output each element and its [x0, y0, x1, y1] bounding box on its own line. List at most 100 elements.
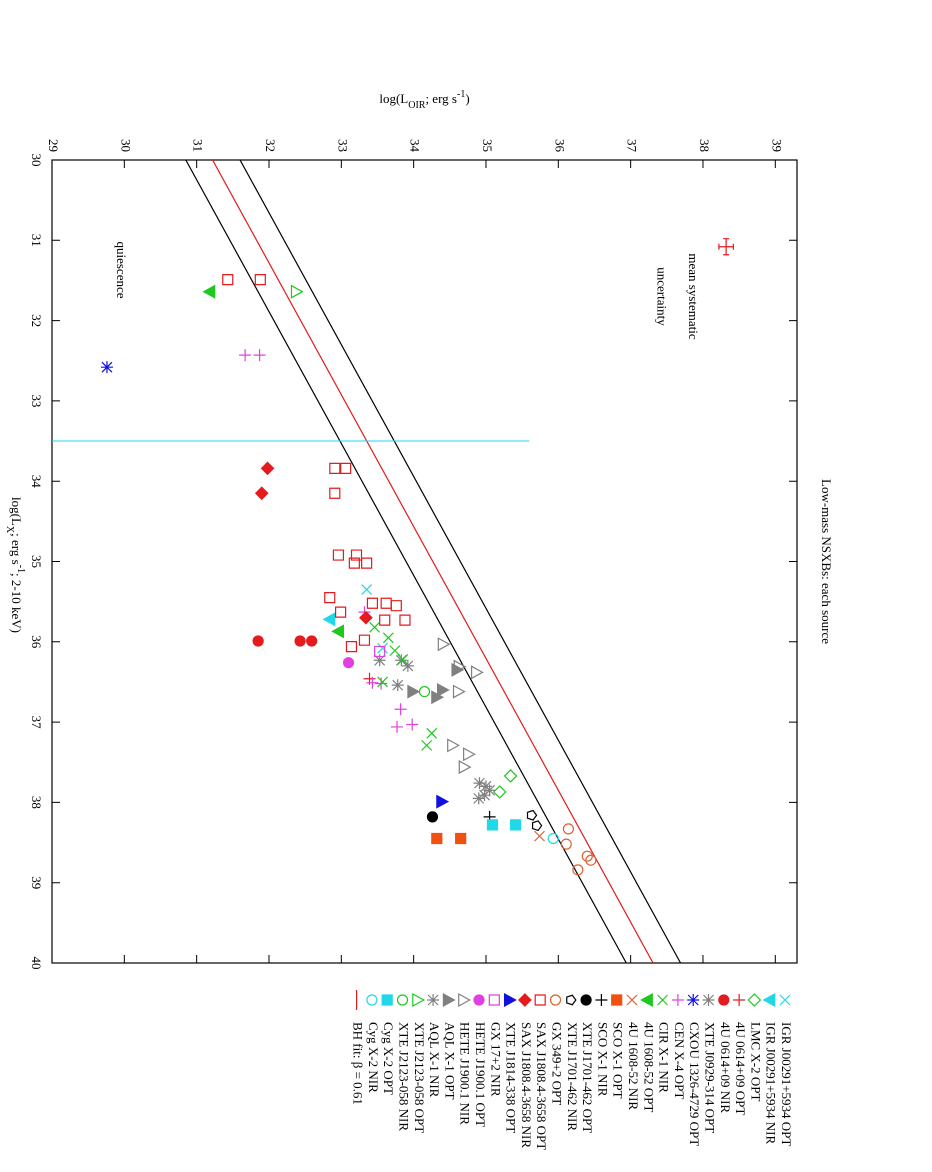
data-point [366, 597, 379, 609]
y-tick-label: 36 [552, 139, 567, 153]
data-point [379, 614, 391, 626]
x-tick-label: 31 [29, 234, 44, 247]
legend-label: LMC X-2 OPT [748, 1022, 763, 1102]
data-point [253, 349, 266, 362]
legend-symbol [396, 994, 409, 1006]
data-point [472, 792, 485, 805]
label-part: -1 [15, 565, 26, 573]
data-point [373, 654, 386, 667]
legend-symbol [779, 994, 791, 1006]
label-part: log(L [379, 91, 408, 106]
legend-label: XTE J0929-314 OPT [703, 1022, 718, 1133]
legend-label: AQL X-1 NIR [427, 1022, 442, 1098]
data-point [380, 597, 392, 609]
data-point [452, 684, 466, 699]
legend-symbol [747, 993, 762, 1007]
legend-label: AQL X-1 OPT [442, 1022, 457, 1100]
data-point [391, 720, 404, 733]
legend-symbol [640, 992, 653, 1008]
y-tick-label: 34 [408, 139, 423, 153]
data-point [222, 274, 234, 286]
data-point [239, 349, 252, 362]
data-point [531, 820, 543, 832]
data-point [329, 462, 341, 474]
legend-symbol [718, 994, 730, 1006]
x-tick-label: 33 [29, 394, 44, 407]
legend-label: GX 349+2 OPT [550, 1022, 565, 1105]
data-point [306, 635, 318, 647]
data-point [382, 632, 394, 644]
legend-label: XTE J2123-058 OPT [412, 1022, 427, 1133]
data-point [369, 621, 381, 633]
data-point [455, 832, 467, 845]
data-point [526, 809, 538, 821]
x-tick-label: 36 [29, 635, 44, 649]
legend-label: 4U 0614+09 OPT [733, 1022, 748, 1115]
plot-frame [51, 159, 798, 964]
data-point [340, 462, 352, 474]
data-point [334, 606, 347, 618]
legend-label: SCO X-1 OPT [611, 1022, 626, 1099]
y-tick-label: 32 [263, 139, 278, 152]
legend-label: SAX J1808.4-3658 OPT [534, 1022, 549, 1150]
legend-label: CXOU 1326-4729 OPT [687, 1022, 702, 1146]
legend-label: XTE J1814-338 OPT [504, 1022, 519, 1133]
data-point [418, 685, 431, 698]
data-point [585, 854, 597, 866]
data-point [366, 676, 379, 689]
data-point [377, 642, 388, 654]
y-tick-label: 29 [46, 139, 61, 152]
legend-symbol [381, 994, 393, 1006]
legend-label: IGR J00291+5934 NIR [764, 1022, 779, 1144]
annotation: quiescence [114, 241, 129, 298]
data-point [100, 361, 113, 374]
legend-label: HETE J1900.1 OPT [473, 1022, 488, 1127]
chart-title: Low-mass NSXBs: each source [819, 479, 834, 644]
legend-symbol [366, 994, 378, 1006]
legend-label: XTE J1701-462 OPT [580, 1022, 595, 1133]
legend-symbol [687, 994, 700, 1006]
x-tick-label: 35 [29, 555, 44, 568]
annotation: uncertainty [654, 267, 669, 326]
legend-symbol [657, 994, 669, 1006]
label-part: ; erg s [425, 91, 457, 106]
x-tick-label: 34 [29, 475, 44, 489]
legend-symbol [442, 992, 456, 1008]
data-point [361, 557, 373, 569]
data-point [436, 682, 450, 697]
data-point [329, 487, 341, 499]
data-point [389, 645, 401, 657]
x-tick-label: 37 [29, 716, 44, 730]
label-part: ; erg s [9, 533, 24, 565]
fit-line [185, 160, 627, 963]
data-point [479, 780, 492, 793]
data-point [345, 641, 358, 653]
data-point [260, 461, 275, 476]
legend-symbol [762, 992, 776, 1008]
legend-label: 4U 0614+09 NIR [718, 1022, 733, 1113]
legend-symbol [566, 994, 577, 1006]
y-tick-label: 39 [769, 139, 784, 152]
data-point [421, 739, 433, 751]
data-point [359, 610, 373, 625]
legend-symbol [473, 994, 485, 1006]
data-point [534, 830, 545, 842]
legend-symbol [518, 993, 532, 1007]
legend-symbol [611, 994, 623, 1006]
legend-label: XTE J2123-058 NIR [397, 1022, 412, 1131]
data-point [426, 727, 438, 739]
data-point [254, 486, 269, 501]
data-point [437, 637, 451, 652]
data-point [572, 864, 584, 876]
data-point [358, 634, 371, 646]
data-point [447, 738, 460, 753]
legend-symbol [626, 994, 638, 1006]
legend-label: 4U 1608-52 NIR [626, 1022, 641, 1110]
data-point [401, 659, 414, 672]
fit-line [212, 160, 654, 963]
legend-label: GX 17+2 NIR [488, 1022, 503, 1097]
x-tick-label: 40 [29, 957, 44, 970]
x-tick-label: 39 [29, 876, 44, 889]
legend-label: XTE J1701-462 NIR [565, 1022, 580, 1131]
